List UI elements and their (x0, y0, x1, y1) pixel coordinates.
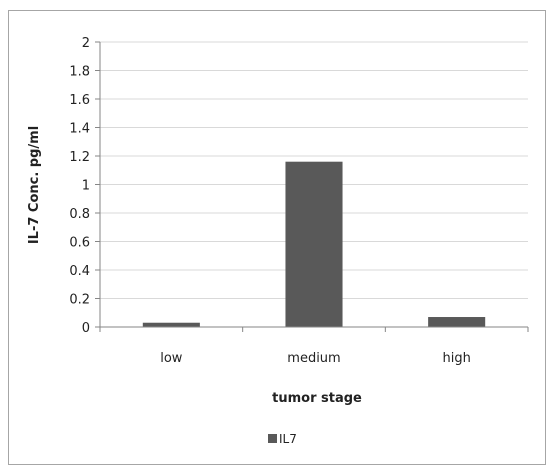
bar-high (428, 317, 486, 327)
x-tick-labels: low medium high (160, 351, 471, 366)
y-tick-label: 1.6 (69, 93, 90, 108)
y-tick-labels: 0 0.2 0.4 0.6 0.8 1 1.2 1.4 1.6 1.8 2 (69, 36, 90, 336)
y-tick-label: 0.6 (69, 236, 90, 251)
gridlines (100, 41, 528, 299)
y-tick-label: 1.4 (69, 122, 90, 137)
legend-swatch-il7 (268, 434, 277, 443)
y-tick-label: 0.2 (69, 293, 90, 308)
chart-frame (8, 10, 546, 465)
y-axis-title: IL-7 Conc. pg/ml (27, 126, 42, 244)
legend: IL7 (268, 432, 297, 446)
bar-low (142, 322, 200, 327)
y-tick-label: 1 (82, 179, 90, 194)
y-tick-label: 2 (82, 36, 90, 51)
x-tick-label: high (442, 351, 470, 366)
y-tick-label: 1.8 (69, 65, 90, 80)
x-axis-title: tumor stage (272, 391, 362, 406)
bar-medium (285, 161, 343, 327)
y-tick-label: 1.2 (69, 150, 90, 165)
axes (95, 41, 529, 332)
y-tick-label: 0.4 (69, 264, 90, 279)
x-tick-label: medium (287, 351, 340, 366)
legend-label-il7: IL7 (279, 432, 297, 446)
x-tick-label: low (160, 351, 183, 366)
y-tick-label: 0.8 (69, 207, 90, 222)
y-tick-label: 0 (82, 321, 90, 336)
bars (142, 161, 486, 327)
